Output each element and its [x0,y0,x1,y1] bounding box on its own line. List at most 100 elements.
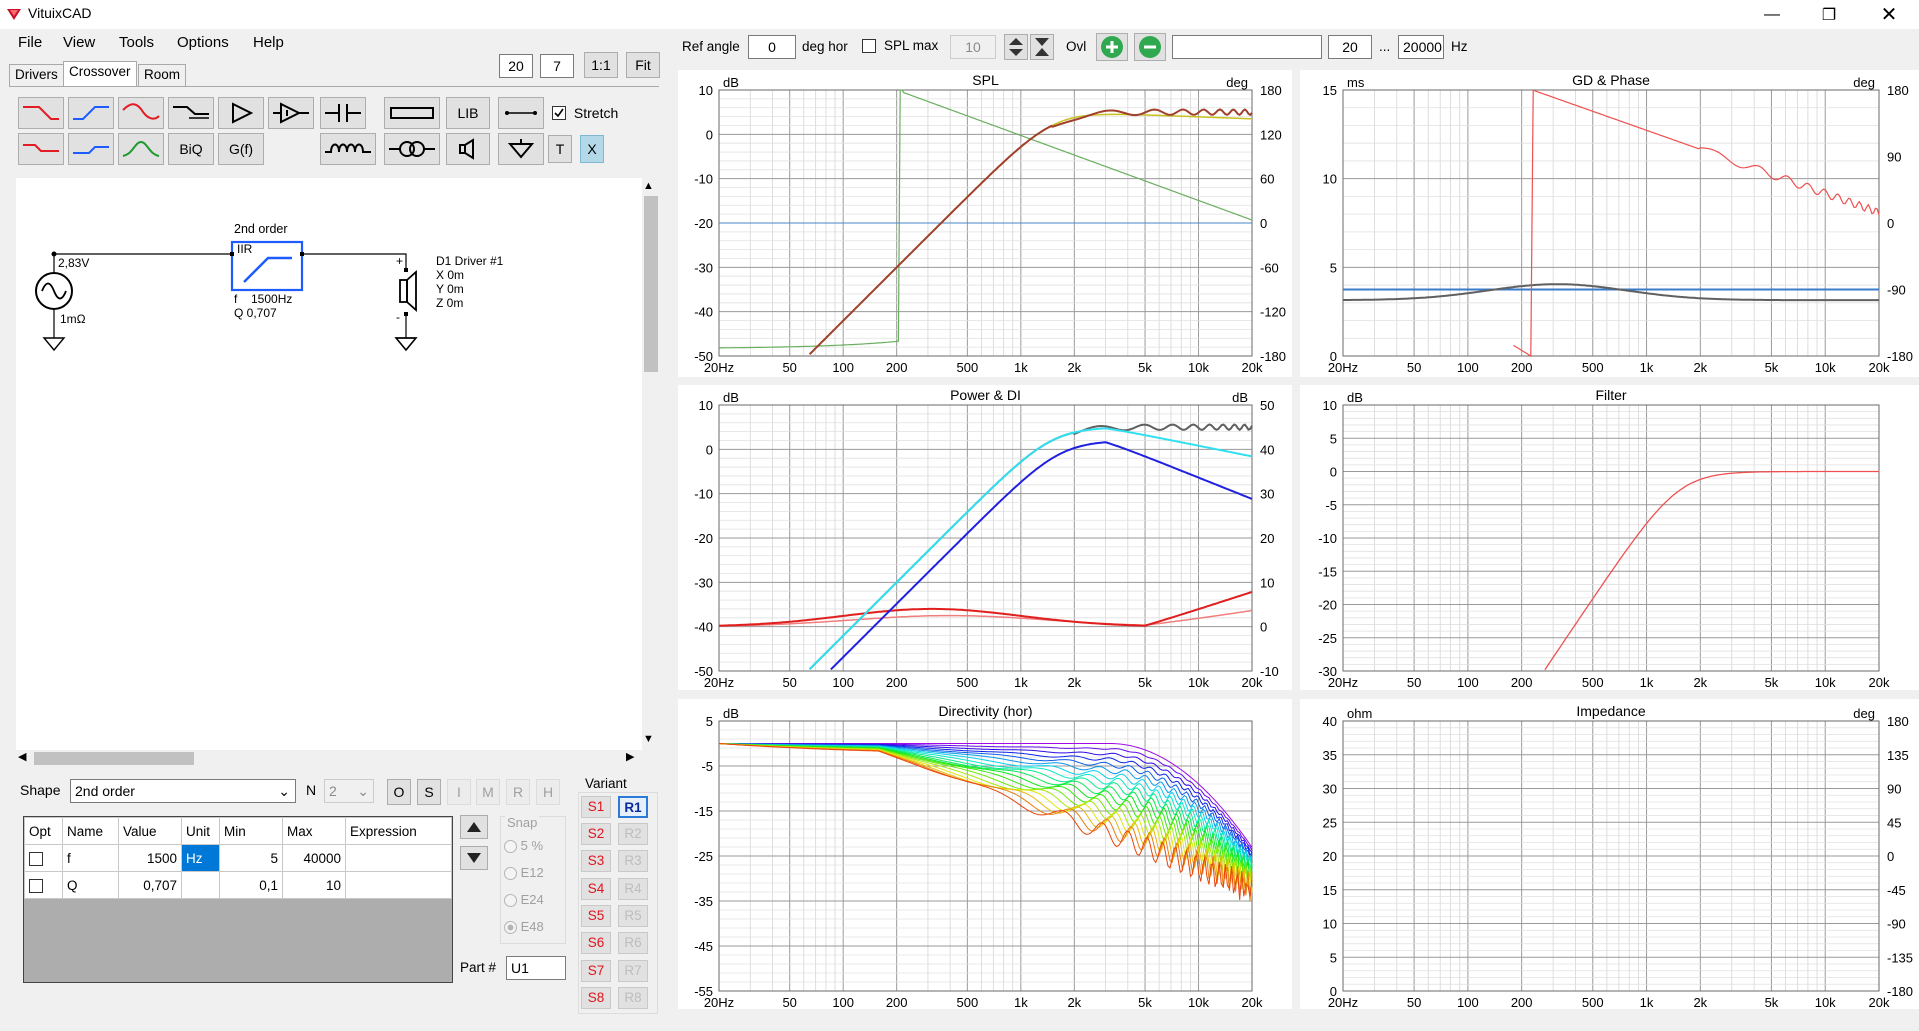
move-down-button[interactable] [460,846,488,870]
schematic-canvas[interactable]: 2,83V 1mΩ 2nd order IIR f 1500Hz Q 0,707… [16,178,642,750]
overlay-name-input[interactable] [1172,35,1322,59]
part-number-input[interactable]: U1 [506,956,566,980]
impedance-plot[interactable]: 403530252015105018013590450-45-90-135-18… [1300,699,1919,1010]
spl-plot[interactable]: 100-10-20-30-40-50180120600-60-120-18020… [678,70,1292,377]
opt-cell[interactable] [24,871,63,899]
expression-cell[interactable] [345,871,452,899]
snap-option-e48[interactable]: E48 [504,919,544,935]
shape-dropdown[interactable]: 2nd order ⌄ [70,779,296,803]
vertical-scroll-thumb[interactable] [644,196,658,372]
resistor-button[interactable] [384,97,440,129]
notch-red-button[interactable] [118,97,164,129]
inductor-button[interactable] [320,133,376,165]
variant-r3[interactable]: R3 [618,850,648,872]
shape-h-button[interactable]: H [536,779,560,805]
wire-button[interactable] [498,97,544,129]
variant-s3[interactable]: S3 [581,850,611,872]
variant-r1[interactable]: R1 [618,796,648,818]
buffer-button[interactable] [268,97,314,129]
zoom-1-1-button[interactable]: 1:1 [584,52,618,78]
capacitor-button[interactable] [320,97,366,129]
freq-from-input[interactable]: 20 [1328,35,1372,59]
driver-button[interactable] [446,133,490,165]
shape-s-button[interactable]: S [417,779,441,805]
menu-tools[interactable]: Tools [119,34,155,51]
stretch-checkbox[interactable]: Stretch [552,105,618,121]
amplifier-button[interactable] [218,97,264,129]
variant-s1[interactable]: S1 [581,796,611,818]
lib-button[interactable]: LIB [446,97,490,129]
variant-r8[interactable]: R8 [618,987,648,1009]
opt-checkbox[interactable] [29,851,43,866]
scroll-left-icon[interactable]: ◀ [18,751,27,763]
expression-cell[interactable] [345,844,452,872]
spl-minmax-button[interactable] [1030,34,1054,60]
zoom-step-input[interactable]: 7 [540,54,574,78]
text-button[interactable]: T [548,135,572,163]
scroll-right-icon[interactable]: ▶ [626,751,635,763]
menu-file[interactable]: File [18,34,43,51]
snap-option-e12[interactable]: E12 [504,865,544,881]
shape-r-button[interactable]: R [506,779,530,805]
variant-s8[interactable]: S8 [581,987,611,1009]
variant-s7[interactable]: S7 [581,960,611,982]
spl-max-checkbox[interactable] [862,37,876,54]
bandpass-green-button[interactable] [118,133,164,165]
opt-cell[interactable] [24,844,63,872]
restore-button[interactable]: ❐ [1821,6,1837,24]
highpass-2-button[interactable] [68,133,114,165]
variant-s5[interactable]: S5 [581,905,611,927]
min-cell[interactable]: 5 [219,844,283,872]
biquad-button[interactable]: BiQ [168,133,214,165]
shape-i-button[interactable]: I [447,779,471,805]
variant-s2[interactable]: S2 [581,823,611,845]
variant-r7[interactable]: R7 [618,960,648,982]
variant-r4[interactable]: R4 [618,878,648,900]
freq-to-input[interactable]: 20000 [1398,35,1444,59]
highpass-1-button[interactable] [68,97,114,129]
variant-s6[interactable]: S6 [581,932,611,954]
snap-option-5pct[interactable]: 5 % [504,838,543,854]
max-cell[interactable]: 40000 [282,844,346,872]
menu-view[interactable]: View [63,34,96,51]
value-cell[interactable]: 1500 [118,844,182,872]
ref-angle-input[interactable]: 0 [748,35,796,59]
variant-s4[interactable]: S4 [581,878,611,900]
n-dropdown[interactable]: 2 ⌄ [324,779,374,803]
opt-checkbox[interactable] [29,878,43,893]
shape-o-button[interactable]: O [387,779,411,805]
unit-cell[interactable] [181,871,220,899]
menu-options[interactable]: Options [177,34,229,51]
max-cell[interactable]: 10 [282,871,346,899]
overlay-remove-button[interactable] [1134,33,1166,61]
zoom-value-input[interactable]: 20 [499,54,533,78]
variant-r2[interactable]: R2 [618,823,648,845]
tab-drivers[interactable]: Drivers [9,64,64,86]
minimize-button[interactable]: — [1764,5,1780,23]
ground-button[interactable] [498,133,544,165]
scroll-down-icon[interactable]: ▼ [643,733,654,745]
menu-help[interactable]: Help [253,34,284,51]
value-cell[interactable]: 0,707 [118,871,182,899]
spl-updown-button[interactable] [1004,34,1028,60]
horizontal-scroll-thumb[interactable] [34,752,194,765]
shape-m-button[interactable]: M [476,779,500,805]
unit-cell[interactable]: Hz [181,844,220,872]
close-button[interactable]: ✕ [1880,4,1898,26]
move-up-button[interactable] [460,815,488,839]
min-cell[interactable]: 0,1 [219,871,283,899]
variant-r6[interactable]: R6 [618,932,648,954]
overlay-add-button[interactable] [1096,33,1128,61]
transformer-button[interactable] [384,133,440,165]
tab-room[interactable]: Room [138,64,187,86]
transfer-function-button[interactable]: G(f) [218,133,264,165]
shelf-button[interactable] [168,97,214,129]
zoom-fit-button[interactable]: Fit [626,52,660,78]
schematic-horizontal-scrollbar[interactable]: ◀ ▶ [16,750,642,767]
lowpass-2-button[interactable] [18,133,64,165]
tab-crossover[interactable]: Crossover [63,61,137,87]
